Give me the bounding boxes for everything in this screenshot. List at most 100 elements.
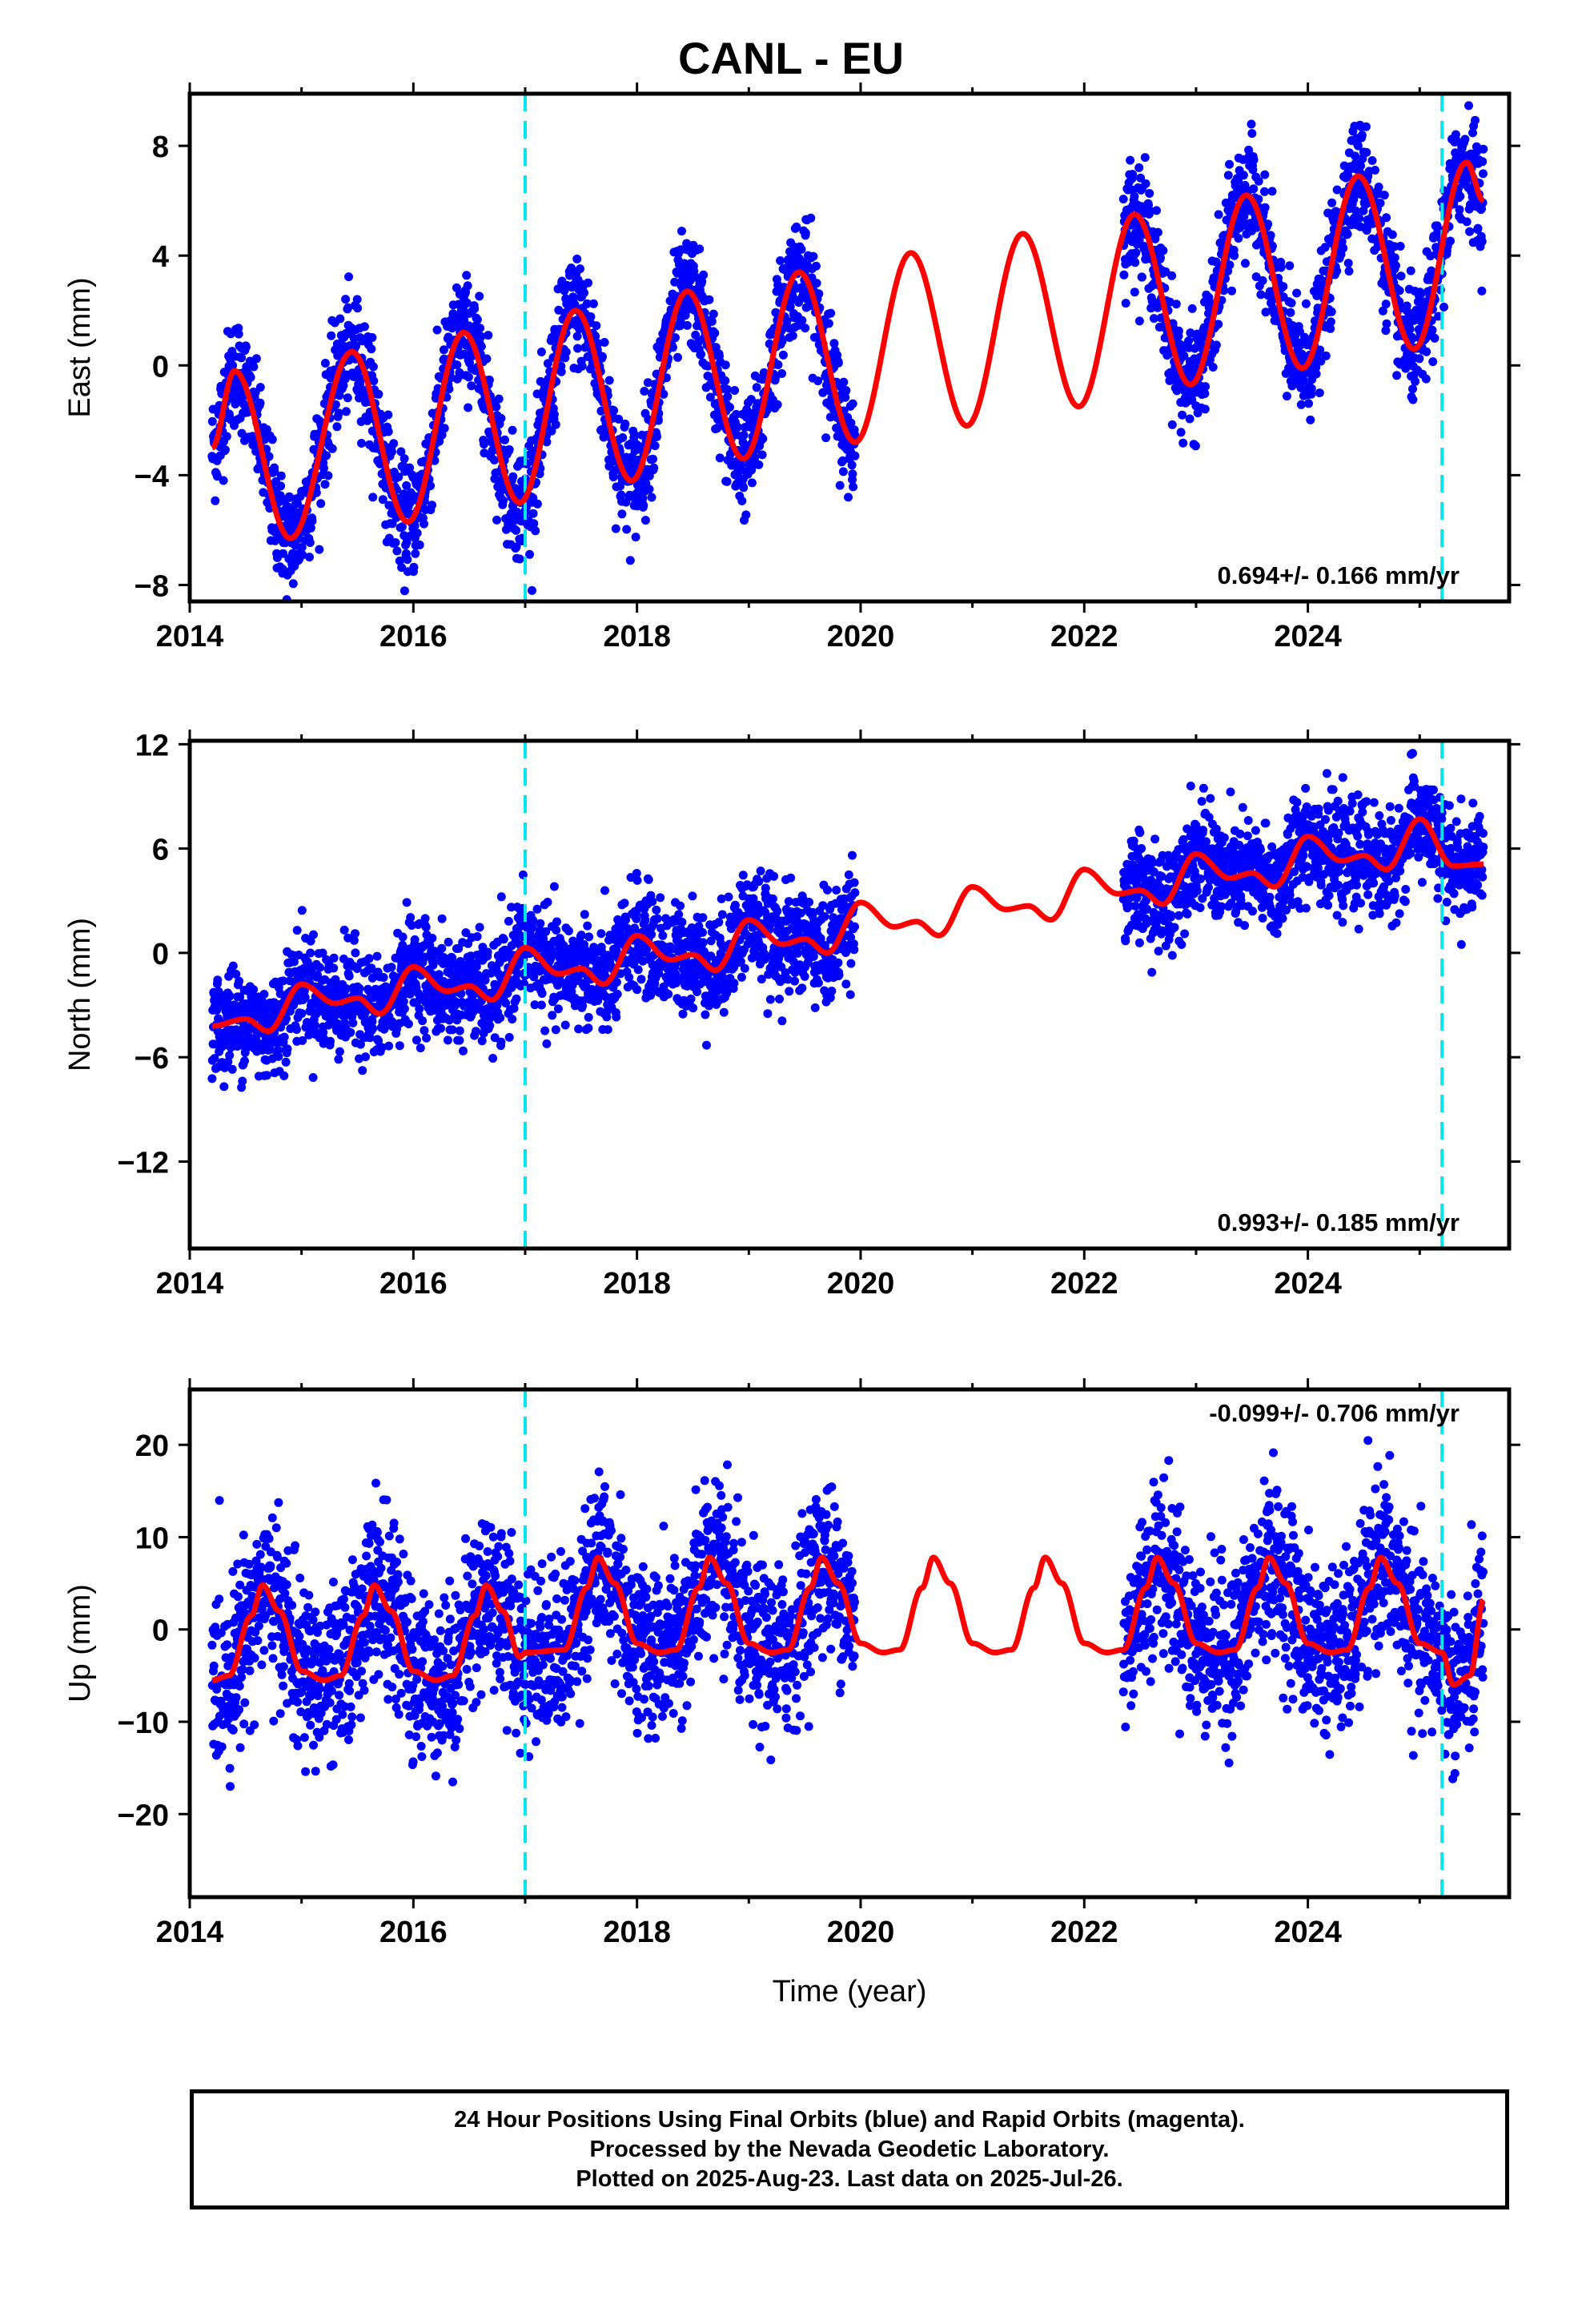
data-point — [462, 298, 472, 308]
data-point — [238, 1076, 247, 1086]
y-tick-label: −8 — [135, 569, 169, 603]
data-point — [500, 435, 509, 444]
data-point — [721, 360, 730, 370]
data-point — [698, 938, 708, 947]
data-point — [1130, 258, 1140, 267]
data-point — [411, 549, 420, 558]
data-point — [1446, 236, 1455, 246]
data-point — [1249, 184, 1259, 194]
data-point — [1427, 325, 1437, 335]
data-point — [552, 917, 561, 927]
data-point — [422, 1033, 432, 1043]
data-point — [426, 481, 436, 491]
data-point — [1145, 189, 1154, 198]
data-point — [400, 1004, 409, 1014]
data-point — [305, 553, 314, 562]
x-tick-label: 2020 — [827, 620, 895, 653]
data-point — [603, 1025, 612, 1035]
data-point — [406, 913, 416, 923]
data-point — [574, 1024, 584, 1034]
data-point — [415, 541, 424, 549]
data-point — [288, 549, 297, 558]
data-point — [306, 948, 315, 958]
data-point — [492, 402, 501, 412]
data-point — [220, 445, 230, 455]
data-point — [632, 875, 642, 885]
data-point — [400, 586, 409, 596]
data-point — [439, 345, 448, 355]
data-point — [222, 432, 231, 441]
data-point — [508, 472, 518, 481]
data-point — [412, 1035, 421, 1045]
data-point — [476, 324, 484, 333]
data-point — [850, 451, 860, 460]
data-point — [512, 542, 521, 552]
data-point — [1259, 187, 1269, 196]
data-point — [801, 324, 810, 333]
data-point — [421, 923, 431, 932]
data-point — [219, 1082, 229, 1092]
data-point — [536, 348, 546, 356]
data-point — [640, 387, 649, 396]
data-point — [462, 271, 472, 280]
data-point — [344, 971, 354, 981]
data-point — [576, 264, 584, 274]
data-point — [279, 1071, 289, 1080]
data-point — [649, 463, 659, 472]
data-point — [1382, 213, 1391, 223]
data-point — [320, 480, 330, 489]
data-point — [1249, 155, 1259, 165]
data-point — [612, 1012, 621, 1022]
plot-area — [207, 94, 1488, 601]
data-point — [1371, 166, 1379, 175]
data-point — [409, 562, 419, 572]
data-point — [1126, 155, 1135, 165]
data-point — [484, 376, 494, 384]
data-point — [416, 1043, 425, 1053]
data-point — [1282, 392, 1291, 401]
data-point — [622, 525, 632, 534]
data-point — [1343, 229, 1352, 239]
data-point — [730, 386, 740, 395]
data-point — [611, 524, 620, 533]
data-point — [311, 488, 321, 497]
data-point — [368, 493, 378, 502]
data-point — [543, 898, 552, 907]
data-point — [640, 915, 650, 925]
data-point — [548, 1011, 557, 1020]
data-point — [461, 287, 470, 297]
data-point — [470, 304, 480, 313]
data-point — [1473, 223, 1483, 233]
data-point — [811, 261, 821, 271]
data-point — [512, 994, 521, 1003]
data-point — [1225, 159, 1234, 169]
data-point — [472, 932, 482, 941]
data-point — [797, 244, 806, 254]
data-point — [428, 934, 437, 943]
data-point — [688, 891, 697, 901]
data-point — [251, 354, 261, 364]
data-point — [715, 453, 725, 463]
data-point — [227, 1064, 237, 1074]
data-point — [835, 480, 845, 490]
data-point — [367, 333, 377, 342]
data-point — [584, 932, 594, 942]
data-point — [359, 322, 369, 332]
data-point — [384, 1041, 394, 1051]
data-point — [580, 910, 589, 919]
data-point — [455, 1026, 464, 1035]
data-point — [777, 369, 786, 378]
data-point — [560, 1020, 570, 1030]
data-point — [1321, 351, 1331, 360]
data-point — [357, 439, 366, 448]
data-point — [341, 295, 351, 304]
data-point — [335, 391, 344, 400]
data-point — [652, 914, 662, 923]
data-point — [547, 426, 556, 436]
data-point — [319, 464, 328, 473]
data-point — [1292, 288, 1302, 298]
data-point — [757, 450, 767, 460]
data-point — [640, 516, 650, 525]
data-point — [476, 342, 486, 352]
